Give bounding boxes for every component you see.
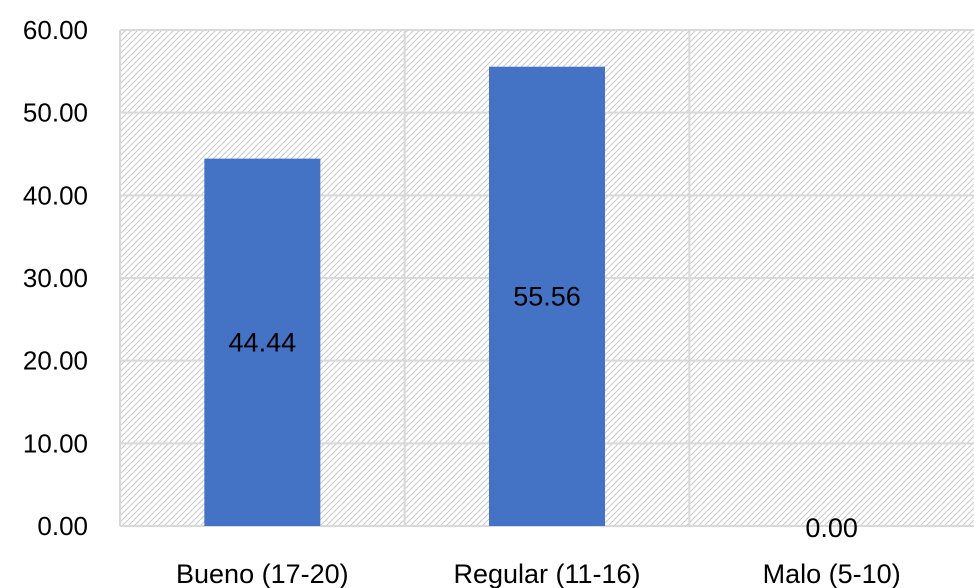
data-labels: 44.44 55.56 0.00 <box>229 281 858 543</box>
y-tick-label: 30.00 <box>23 263 88 293</box>
y-tick-label: 60.00 <box>23 15 88 45</box>
data-label: 44.44 <box>229 327 297 357</box>
data-label: 55.56 <box>513 281 581 311</box>
y-tick-label: 50.00 <box>23 98 88 128</box>
x-category-label: Bueno (17-20) <box>176 559 349 588</box>
bar <box>489 66 605 526</box>
y-tick-label: 0.00 <box>37 511 88 541</box>
y-axis-tick-labels: 0.00 10.00 20.00 30.00 40.00 50.00 60.00 <box>23 15 88 541</box>
y-tick-label: 40.00 <box>23 180 88 210</box>
category-labels: Bueno (17-20) Regular (11-16) Malo (5-10) <box>176 559 901 588</box>
data-label: 0.00 <box>805 513 858 543</box>
bars <box>204 66 605 526</box>
x-category-label: Malo (5-10) <box>763 559 901 588</box>
y-tick-label: 10.00 <box>23 428 88 458</box>
bar <box>204 158 321 526</box>
y-tick-label: 20.00 <box>23 346 88 376</box>
x-category-label: Regular (11-16) <box>453 559 640 588</box>
